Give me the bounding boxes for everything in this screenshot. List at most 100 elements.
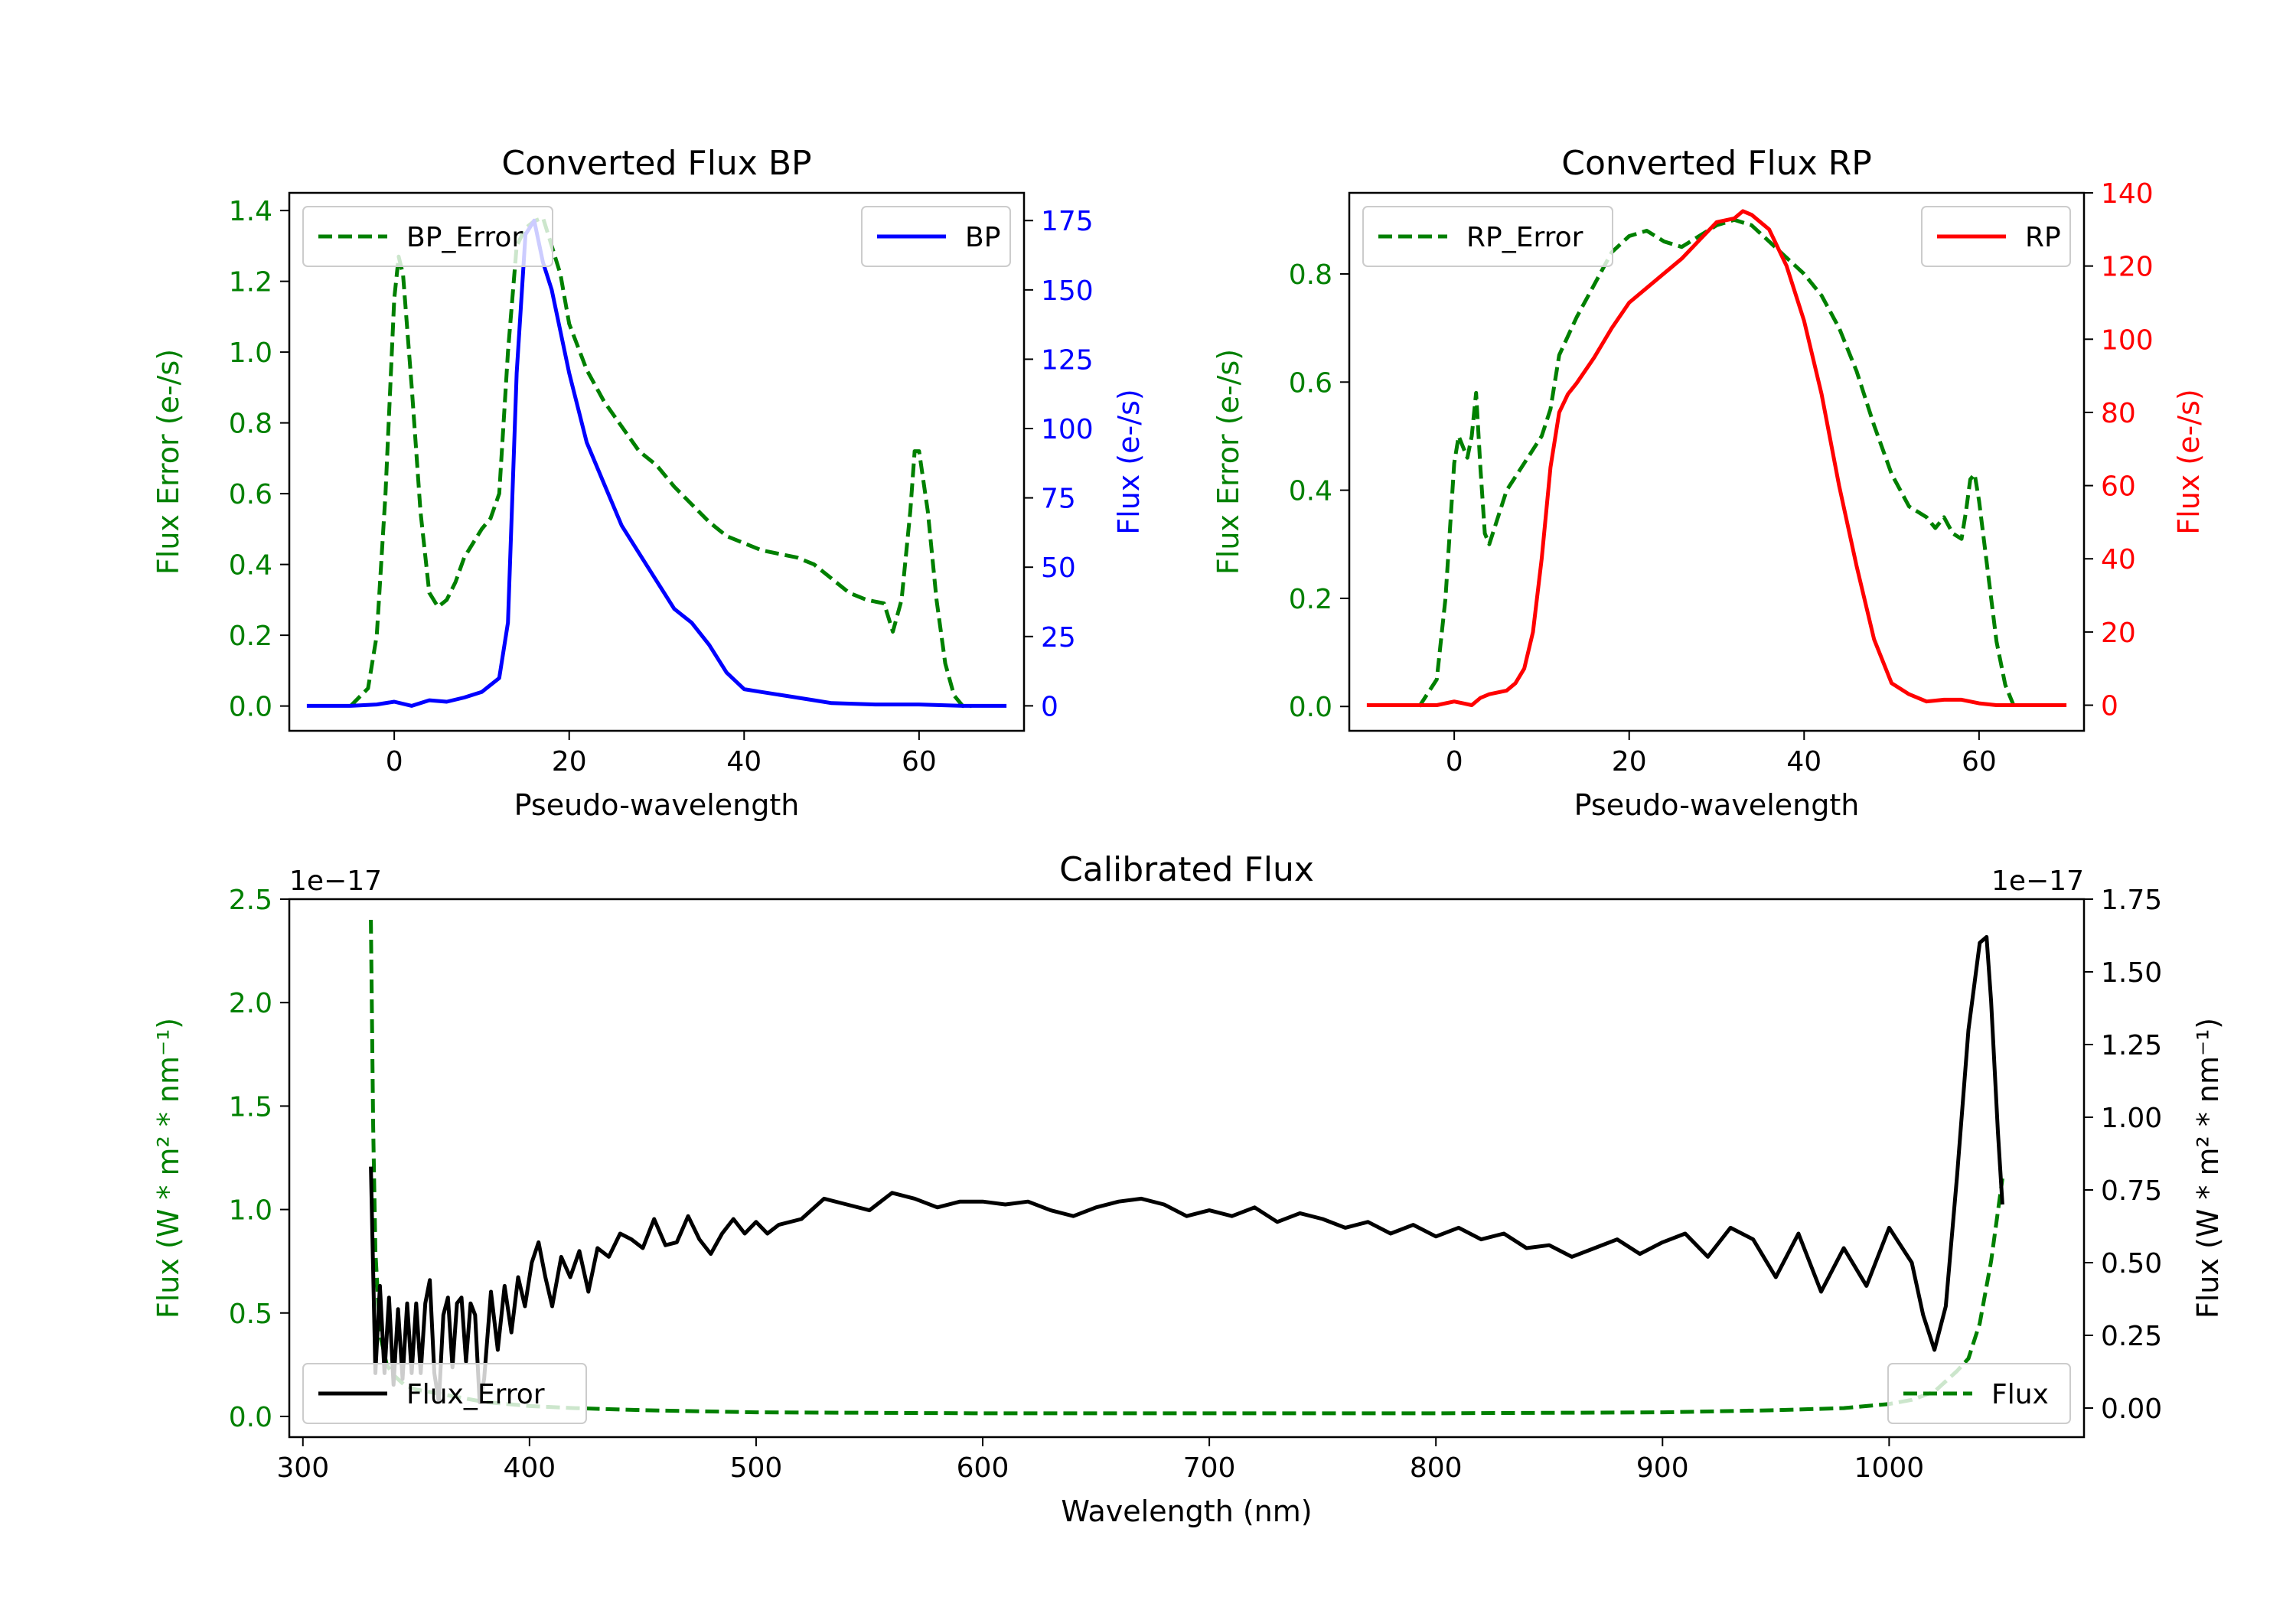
cal-series-flux-error bbox=[369, 919, 2004, 1416]
bp-left-tick-label: 0.4 bbox=[229, 550, 272, 582]
rp-left-tick-label: 0.4 bbox=[1289, 476, 1332, 507]
cal-right-tick-label: 0.50 bbox=[2101, 1248, 2162, 1279]
bp-left-tick-label: 0.2 bbox=[229, 621, 272, 652]
cal-left-tick-label: 1.0 bbox=[229, 1195, 272, 1227]
cal-x-tick-label: 400 bbox=[503, 1452, 556, 1484]
bp-right-tick-label: 100 bbox=[1041, 414, 1094, 445]
bp-x-tick-label: 60 bbox=[902, 746, 937, 777]
legend-label: RP_Error bbox=[1466, 222, 1583, 253]
rp-right-tick-label: 20 bbox=[2101, 618, 2136, 649]
rp-left-tick-label: 0.6 bbox=[1289, 367, 1332, 399]
legend-label: BP_Error bbox=[406, 222, 523, 253]
legend-label: Flux bbox=[1991, 1379, 2049, 1410]
bp-left-tick-label: 0.8 bbox=[229, 409, 272, 440]
cal-x-tick-label: 300 bbox=[276, 1452, 329, 1484]
rp-legend-rp: RP bbox=[1921, 206, 2071, 267]
bp-x-tick-label: 20 bbox=[552, 746, 587, 777]
cal-right-offset-label: 1e−17 bbox=[1991, 865, 2084, 897]
rp-x-tick-label: 40 bbox=[1786, 746, 1821, 777]
cal-left-offset-label: 1e−17 bbox=[289, 865, 382, 897]
cal-x-tick-label: 800 bbox=[1410, 1452, 1463, 1484]
bp-right-tick-label: 175 bbox=[1041, 206, 1094, 237]
bp-left-tick-label: 0.0 bbox=[229, 692, 272, 723]
rp-left-tick-label: 0.8 bbox=[1289, 259, 1332, 291]
rp-right-tick-label: 140 bbox=[2101, 178, 2154, 210]
rp-x-tick-label: 20 bbox=[1612, 746, 1647, 777]
cal-right-axis-label: Flux (W * m² * nm⁻¹) bbox=[2191, 1018, 2225, 1319]
bp-legend-bp: BP bbox=[861, 206, 1011, 267]
cal-left-tick-label: 0.5 bbox=[229, 1299, 272, 1330]
rp-x-tick-label: 0 bbox=[1446, 746, 1463, 777]
cal-left-tick-label: 2.5 bbox=[229, 885, 272, 916]
cal-x-tick-label: 1000 bbox=[1854, 1452, 1925, 1484]
rp-plot-frame bbox=[1348, 191, 2086, 732]
rp-series-rp-error bbox=[1417, 217, 2016, 708]
rp-right-tick-label: 40 bbox=[2101, 544, 2136, 575]
bp-right-tick-label: 125 bbox=[1041, 344, 1094, 376]
cal-right-tick-label: 1.25 bbox=[2101, 1030, 2162, 1061]
cal-left-tick-label: 2.0 bbox=[229, 988, 272, 1019]
bp-right-tick-label: 0 bbox=[1041, 691, 1058, 722]
cal-right-tick-label: 0.25 bbox=[2101, 1321, 2162, 1352]
rp-right-tick-label: 120 bbox=[2101, 252, 2154, 283]
rp-left-tick-label: 0.0 bbox=[1289, 692, 1332, 723]
bp-title: Converted Flux BP bbox=[501, 144, 811, 183]
bp-left-tick-label: 0.6 bbox=[229, 479, 272, 510]
rp-right-tick-label: 60 bbox=[2101, 471, 2136, 503]
cal-right-tick-label: 1.50 bbox=[2101, 957, 2162, 989]
rp-x-axis-label: Pseudo-wavelength bbox=[1574, 788, 1860, 822]
cal-series-flux bbox=[369, 934, 2004, 1404]
legend-label: RP bbox=[2025, 222, 2061, 253]
bp-right-tick-label: 150 bbox=[1041, 275, 1094, 307]
legend-box bbox=[302, 206, 553, 267]
legend-label: Flux_Error bbox=[406, 1379, 545, 1410]
bp-right-tick-label: 25 bbox=[1041, 622, 1076, 654]
cal-right-tick-label: 0.00 bbox=[2101, 1393, 2162, 1425]
cal-x-tick-label: 700 bbox=[1183, 1452, 1236, 1484]
cal-x-tick-label: 600 bbox=[957, 1452, 1009, 1484]
bp-legend-bp-error: BP_Error bbox=[302, 206, 553, 267]
bp-left-tick-label: 1.0 bbox=[229, 337, 272, 369]
bp-series-bp-error bbox=[349, 215, 972, 709]
rp-series-rp bbox=[1366, 209, 2067, 707]
bp-left-axis-label: Flux Error (e-/s) bbox=[152, 349, 185, 575]
cal-left-tick-label: 1.5 bbox=[229, 1091, 272, 1123]
legend-box bbox=[1887, 1363, 2071, 1424]
cal-right-tick-label: 0.75 bbox=[2101, 1175, 2162, 1207]
legend-box bbox=[302, 1363, 587, 1424]
bp-left-tick-label: 1.4 bbox=[229, 196, 272, 227]
cal-x-tick-label: 900 bbox=[1636, 1452, 1689, 1484]
cal-left-axis-label: Flux (W * m² * nm⁻¹) bbox=[152, 1018, 185, 1319]
rp-right-tick-label: 0 bbox=[2101, 691, 2118, 722]
rp-right-axis-label: Flux (e-/s) bbox=[2172, 389, 2206, 534]
bp-right-axis-label: Flux (e-/s) bbox=[1112, 389, 1146, 534]
cal-x-axis-label: Wavelength (nm) bbox=[1061, 1495, 1312, 1528]
panel-bp: Converted Flux BP 0 20 40 60 Pseudo-wavelengt… bbox=[152, 144, 1146, 822]
bp-x-tick-label: 0 bbox=[386, 746, 403, 777]
panel-rp: Converted Flux RP 0 20 40 60 Pseudo-wavelengt… bbox=[1212, 144, 2206, 822]
cal-right-tick-label: 1.00 bbox=[2101, 1103, 2162, 1134]
bp-plot-frame bbox=[288, 191, 1026, 732]
legend-label: BP bbox=[965, 222, 1000, 253]
bp-x-axis-label: Pseudo-wavelength bbox=[514, 788, 800, 822]
rp-right-tick-label: 80 bbox=[2101, 398, 2136, 429]
bp-x-tick-label: 40 bbox=[726, 746, 762, 777]
bp-left-tick-label: 1.2 bbox=[229, 267, 272, 298]
cal-title: Calibrated Flux bbox=[1059, 850, 1314, 889]
cal-x-tick-label: 500 bbox=[730, 1452, 783, 1484]
cal-legend-flux-error: Flux bbox=[1887, 1363, 2071, 1424]
legend-box bbox=[1362, 206, 1613, 267]
cal-legend-flux: Flux_Error bbox=[302, 1363, 587, 1424]
rp-legend-rp-error: RP_Error bbox=[1362, 206, 1613, 267]
bp-right-tick-label: 75 bbox=[1041, 484, 1076, 515]
rp-x-tick-label: 60 bbox=[1962, 746, 1997, 777]
rp-title: Converted Flux RP bbox=[1561, 144, 1872, 183]
cal-plot-frame bbox=[288, 898, 2086, 1439]
cal-right-tick-label: 1.75 bbox=[2101, 885, 2162, 916]
cal-left-tick-label: 0.0 bbox=[229, 1402, 272, 1433]
rp-left-tick-label: 0.2 bbox=[1289, 584, 1332, 615]
rp-right-tick-label: 100 bbox=[2101, 324, 2154, 356]
bp-series-bp bbox=[306, 218, 1007, 708]
bp-right-tick-label: 50 bbox=[1041, 553, 1076, 584]
